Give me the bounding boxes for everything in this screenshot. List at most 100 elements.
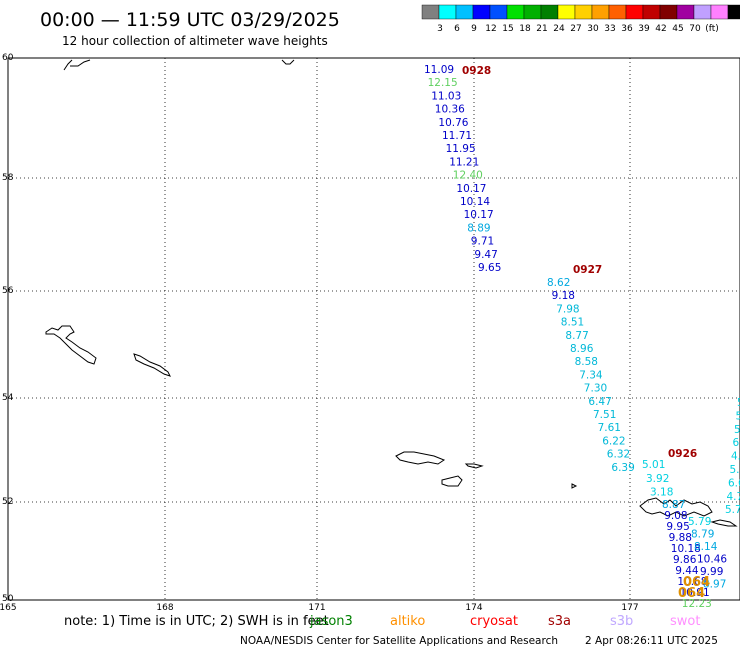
swh-value: 6.47: [588, 396, 611, 408]
swh-value: 10.14: [460, 196, 490, 208]
legend-label: 3: [437, 24, 443, 34]
swh-value: 11.21: [449, 156, 479, 168]
legend-label: 15: [502, 24, 513, 34]
swh-value: 5.: [737, 397, 740, 409]
color-legend: 3 6 9 12 15 18 21 24 27 30 33 36 39 42 45 70 (ft): [421, 4, 740, 34]
legend-swatch: [676, 4, 695, 20]
island-small-1: [441, 475, 463, 487]
swh-value: 12.40: [453, 170, 483, 182]
axis-ticks: 165 168 171 174 177 60 58 56 54 52 50: [0, 53, 639, 613]
footer-timestamp: 2 Apr 08:26:11 UTC 2025: [585, 635, 718, 647]
swh-value: 9.08: [664, 510, 687, 522]
track-date-label: 0928: [462, 65, 491, 77]
legend-label: 39: [638, 24, 650, 34]
swh-value: 7.30: [584, 383, 607, 395]
swh-value: 8.51: [561, 317, 584, 329]
swh-value: 5.5: [734, 424, 740, 436]
swh-value: 10.91: [680, 587, 710, 599]
satellite-legend: jason3 altiko cryosat s3a s3b swot: [309, 614, 700, 629]
legend-swatch: [489, 4, 508, 20]
swh-value: 11.95: [446, 143, 476, 155]
track-date-label: 0927: [573, 264, 602, 276]
x-tick-label: 177: [621, 603, 638, 613]
track-unlabeled: 5.5.5.56.204.735.676.644.745.745.798.798…: [688, 397, 740, 591]
legend-label: 30: [587, 24, 599, 34]
legend-swatch: [659, 4, 678, 20]
legend-swatch: [506, 4, 525, 20]
y-tick-label: 50: [2, 594, 14, 604]
swh-value: 6.20: [733, 437, 740, 449]
satellite-altiko: altiko: [390, 614, 425, 629]
swh-value: 4.73: [731, 451, 740, 463]
island-kiska: [395, 451, 446, 465]
swh-value: 3.18: [650, 487, 673, 499]
legend-swatch: [574, 4, 593, 20]
island-adak: [639, 497, 713, 517]
legend-swatch: [421, 4, 440, 20]
swh-value: 12.15: [428, 77, 458, 89]
legend-swatch: [540, 4, 559, 20]
swh-value: 10.17: [464, 209, 494, 221]
legend-swatch: [608, 4, 627, 20]
map-frame: [7, 57, 740, 601]
swh-value: 7.98: [556, 303, 579, 315]
satellite-jason3: jason3: [309, 614, 353, 629]
island-agattu: [133, 353, 171, 377]
legend-swatch: [455, 4, 474, 20]
legend-swatch: [625, 4, 644, 20]
legend-label: 12: [485, 24, 496, 34]
x-tick-label: 171: [308, 603, 325, 613]
swh-value: 3.92: [646, 473, 669, 485]
island-small-3: [571, 483, 578, 489]
satellite-swot: swot: [670, 614, 700, 629]
swh-value: 8.14: [694, 541, 718, 553]
altika-pass-label: 064: [678, 586, 705, 601]
swh-value: 8.87: [662, 499, 685, 511]
x-tick-label: 168: [156, 603, 173, 613]
legend-label: 42: [655, 24, 666, 34]
legend-swatch: [710, 4, 729, 20]
footer-credit: NOAA/NESDIS Center for Satellite Applica…: [240, 635, 558, 647]
swh-value: 7.61: [598, 422, 621, 434]
legend-label: 45: [672, 24, 683, 34]
swh-value: 5.67: [730, 464, 740, 476]
coastlines: [45, 59, 738, 527]
track-0926: 5.01 3.92 3.188.879.089.959.8810.189.869.4…: [642, 448, 712, 610]
swh-value: 6.22: [602, 435, 625, 447]
map-subtitle: 12 hour collection of altimeter wave hei…: [62, 34, 328, 48]
legend-swatch: [523, 4, 542, 20]
swh-value: 8.96: [570, 343, 594, 355]
track-date-label: 0926: [668, 448, 697, 460]
swh-value: 11.03: [431, 90, 461, 102]
swh-value: 10.68: [677, 576, 707, 588]
satellite-cryosat: cryosat: [470, 614, 518, 629]
x-tick-label: 174: [465, 603, 482, 613]
swh-value: 8.79: [691, 529, 714, 541]
swh-value: 5.01: [642, 459, 665, 471]
island-east: [710, 519, 738, 527]
swh-value: 8.77: [565, 330, 588, 342]
swh-value: 6.64: [728, 477, 740, 489]
swh-value: 12.23: [682, 598, 712, 610]
y-tick-label: 52: [2, 497, 13, 507]
island-attu: [45, 325, 97, 365]
legend-label: (ft): [705, 24, 719, 34]
footer-note: note: 1) Time is in UTC; 2) SWH is in fe…: [64, 614, 329, 629]
legend-label: 33: [604, 24, 615, 34]
altika-pass-label: 064: [683, 575, 710, 590]
legend-swatch: [642, 4, 661, 20]
legend-label: 27: [570, 24, 581, 34]
swh-value: 9.88: [669, 532, 692, 544]
swh-value: 5.: [736, 410, 740, 422]
swh-value: 7.51: [593, 409, 616, 421]
swh-value: 8.58: [575, 356, 598, 368]
swh-value: 9.99: [700, 566, 723, 578]
satellite-s3a: s3a: [548, 614, 571, 629]
legend-label: 18: [519, 24, 531, 34]
track-0927: 8.629.187.98 8.518.778.968.587.34 7.306.47…: [547, 264, 635, 474]
legend-label: 70: [689, 24, 701, 34]
legend-swatch: [438, 4, 457, 20]
